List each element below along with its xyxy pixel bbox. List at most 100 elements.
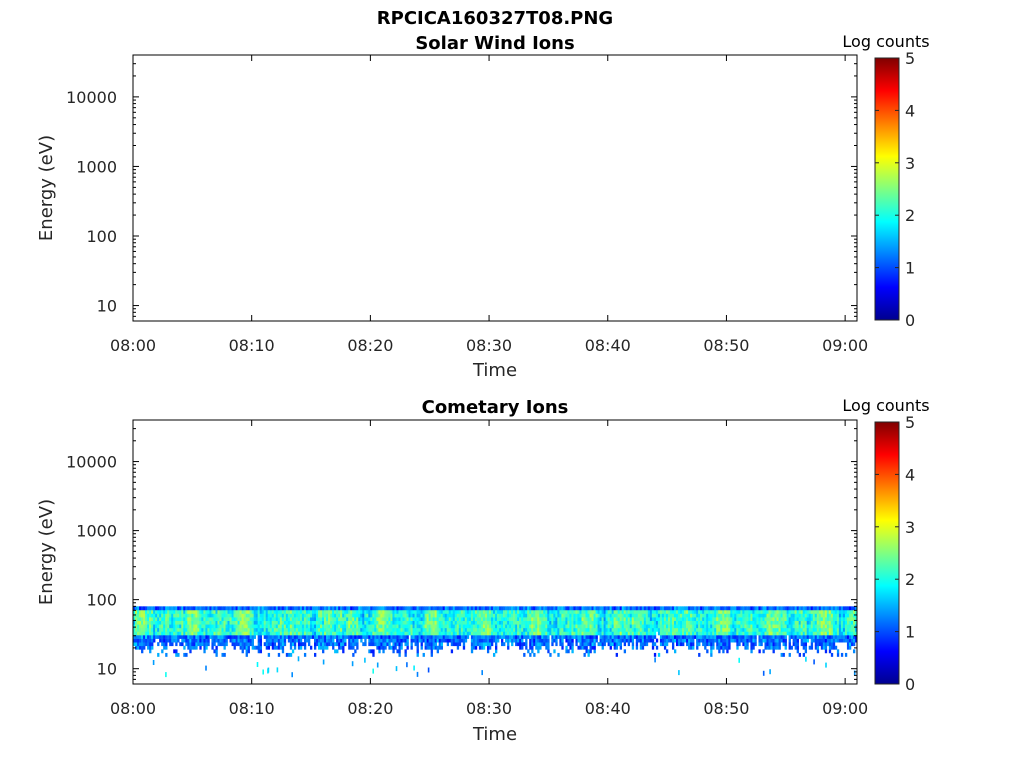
- heatmap-cell: [599, 627, 602, 632]
- heatmap-cell: [836, 617, 840, 621]
- heatmap-cell: [277, 631, 281, 636]
- heatmap-cell: [561, 624, 564, 629]
- heatmap-cell: [718, 642, 721, 647]
- heatmap-cell: [846, 609, 850, 614]
- heatmap-cell: [152, 660, 155, 665]
- heatmap-cell: [257, 635, 260, 639]
- heatmap-cell: [527, 620, 530, 625]
- heatmap-cell: [682, 613, 685, 618]
- heatmap-cell: [543, 617, 546, 621]
- heatmap-cell: [657, 624, 661, 629]
- heatmap-cell: [456, 620, 460, 625]
- heatmap-cell: [370, 638, 373, 643]
- heatmap-cell: [726, 609, 729, 614]
- heatmap-cell: [165, 617, 168, 621]
- heatmap-cell: [135, 613, 138, 618]
- heatmap-cell: [392, 609, 395, 614]
- heatmap-cell: [301, 631, 305, 636]
- heatmap-cell: [702, 624, 705, 629]
- heatmap-cell: [454, 631, 458, 636]
- heatmap-cell: [245, 642, 248, 647]
- heatmap-cell: [432, 617, 435, 621]
- heatmap-cell: [322, 613, 325, 618]
- heatmap-cell: [682, 627, 685, 632]
- heatmap-cell: [394, 631, 397, 636]
- heatmap-cell: [380, 609, 383, 614]
- heatmap-cell: [571, 620, 574, 625]
- heatmap-cell: [320, 645, 323, 650]
- heatmap-cell: [758, 631, 761, 636]
- heatmap-cell: [303, 624, 307, 629]
- heatmap-cell: [505, 638, 508, 643]
- heatmap-cell: [183, 613, 186, 618]
- heatmap-cell: [259, 631, 263, 636]
- heatmap-cell: [446, 606, 450, 611]
- heatmap-cell: [233, 609, 236, 614]
- heatmap-cell: [678, 609, 681, 614]
- heatmap-cell: [143, 613, 146, 618]
- heatmap-cell: [438, 606, 441, 611]
- heatmap-cell: [133, 627, 136, 632]
- heatmap-cell: [322, 645, 325, 650]
- heatmap-cell: [784, 617, 787, 621]
- heatmap-cell: [629, 631, 633, 636]
- heatmap-cell: [249, 613, 252, 618]
- heatmap-cell: [271, 606, 275, 611]
- heatmap-cell: [688, 627, 691, 632]
- heatmap-cell: [225, 609, 228, 614]
- heatmap-cell: [344, 627, 347, 632]
- heatmap-cell: [794, 620, 797, 625]
- heatmap-cell: [764, 638, 767, 643]
- heatmap-cell: [195, 624, 198, 629]
- heatmap-cell: [585, 624, 588, 629]
- heatmap-cell: [370, 606, 373, 611]
- heatmap-cell: [828, 642, 832, 647]
- heatmap-cell: [139, 645, 142, 650]
- heatmap-cell: [561, 620, 564, 625]
- heatmap-cell: [426, 620, 429, 625]
- heatmap-cell: [374, 624, 377, 629]
- heatmap-cell: [195, 635, 198, 639]
- heatmap-cell: [163, 617, 166, 621]
- heatmap-cell: [265, 631, 269, 636]
- heatmap-cell: [141, 624, 144, 629]
- heatmap-cell: [336, 606, 339, 611]
- heatmap-cell: [676, 627, 679, 632]
- heatmap-cell: [495, 613, 498, 618]
- heatmap-cell: [814, 642, 818, 647]
- heatmap-cell: [444, 609, 448, 614]
- heatmap-cell: [311, 624, 315, 629]
- heatmap-cell: [221, 635, 224, 639]
- heatmap-cell: [279, 642, 283, 647]
- heatmap-cell: [346, 624, 349, 629]
- heatmap-cell: [495, 642, 498, 647]
- heatmap-cell: [197, 638, 200, 643]
- heatmap-cell: [420, 642, 423, 647]
- heatmap-cell: [529, 606, 532, 611]
- heatmap-cell: [275, 627, 279, 632]
- heatmap-cell: [553, 609, 556, 614]
- heatmap-cell: [601, 635, 604, 639]
- heatmap-cell: [495, 609, 498, 614]
- heatmap-cell: [822, 631, 826, 636]
- heatmap-cell: [547, 620, 550, 625]
- heatmap-cell: [748, 617, 751, 621]
- heatmap-cell: [293, 645, 297, 650]
- heatmap-cell: [844, 624, 848, 629]
- heatmap-cell: [824, 609, 828, 614]
- heatmap-cell: [253, 606, 256, 611]
- heatmap-cell: [400, 620, 403, 625]
- heatmap-cell: [486, 606, 490, 611]
- heatmap-cell: [155, 620, 158, 625]
- heatmap-cell: [352, 613, 355, 618]
- heatmap-cell: [792, 613, 795, 618]
- heatmap-cell: [682, 620, 685, 625]
- heatmap-cell: [539, 609, 542, 614]
- heatmap-cell: [480, 609, 484, 614]
- heatmap-cell: [810, 606, 814, 611]
- heatmap-cell: [704, 631, 707, 636]
- heatmap-cell: [517, 620, 520, 625]
- heatmap-cell: [778, 642, 781, 647]
- heatmap-cell: [241, 606, 244, 611]
- heatmap-cell: [770, 631, 773, 636]
